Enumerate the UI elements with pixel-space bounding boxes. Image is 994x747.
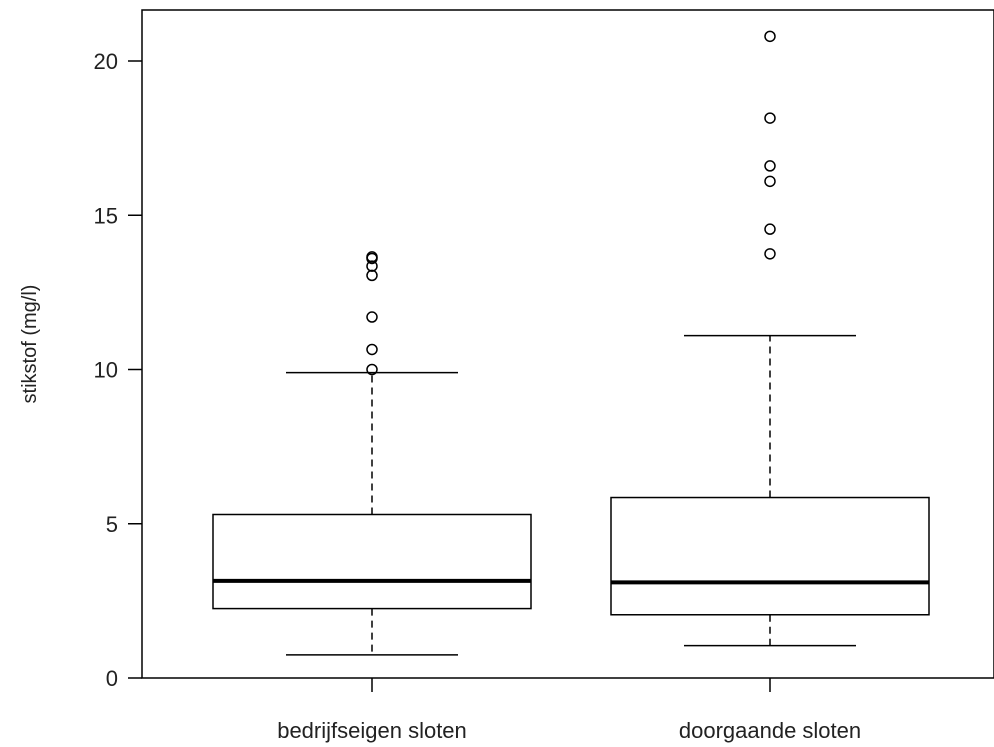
iqr-box — [610, 496, 930, 616]
outlier-point — [366, 363, 378, 376]
y-tick-label: 5 — [106, 512, 118, 537]
y-axis: 0 5 10 15 20 — [94, 49, 142, 691]
x-tick-label: doorgaande sloten — [679, 718, 861, 743]
outlier-point — [764, 223, 776, 235]
outlier-point — [366, 343, 378, 356]
outlier-point — [366, 269, 378, 282]
boxes-group — [212, 30, 930, 656]
x-tick-label: bedrijfseigen sloten — [277, 718, 467, 743]
outlier-point — [764, 160, 776, 172]
x-axis: bedrijfseigen sloten doorgaande sloten — [277, 678, 861, 743]
y-tick-label: 0 — [106, 666, 118, 691]
outlier-point — [764, 112, 776, 124]
y-axis-label: stikstof (mg/l) — [19, 285, 41, 404]
iqr-box — [212, 513, 532, 610]
outlier-point — [366, 311, 378, 323]
box-2 — [610, 30, 930, 647]
plot-frame — [141, 9, 994, 679]
outlier-point — [764, 175, 776, 188]
y-tick-label: 20 — [94, 49, 118, 74]
y-tick-label: 10 — [94, 358, 118, 383]
outlier-point — [764, 30, 776, 43]
outlier-point — [366, 251, 378, 263]
y-tick-label: 15 — [94, 203, 118, 228]
outlier-point — [764, 248, 776, 260]
box-1 — [212, 251, 532, 656]
